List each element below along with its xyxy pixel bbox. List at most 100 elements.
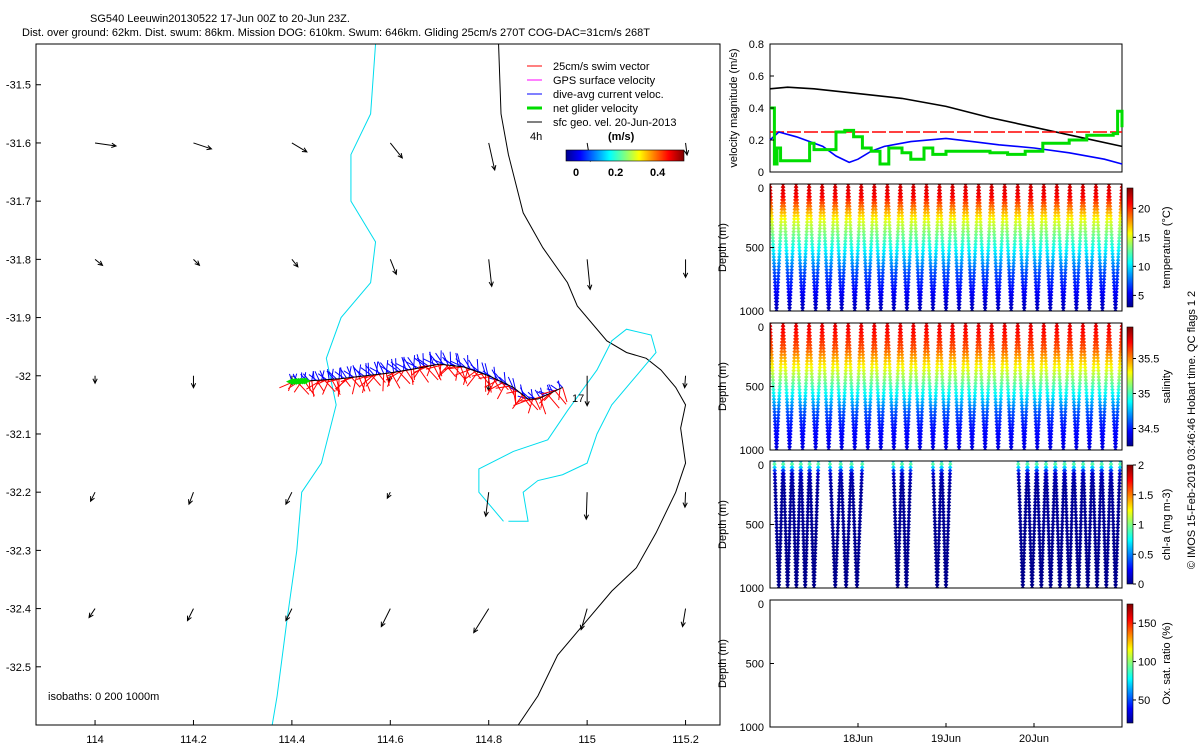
profile-sample: [1041, 323, 1047, 329]
profile-sample: [1022, 428, 1028, 434]
profile-sample: [955, 419, 960, 424]
profile-sample: [1025, 374, 1031, 380]
profile-sample: [1010, 283, 1015, 288]
profile-sample: [870, 349, 876, 354]
profile-sample: [1031, 232, 1036, 238]
salinity-colorbar: [1126, 326, 1134, 447]
profile-sample: [965, 368, 971, 373]
profile-sample: [877, 422, 882, 427]
profile-sample: [984, 270, 990, 276]
profile-sample: [1056, 223, 1062, 228]
profile-sample: [889, 415, 895, 421]
profile-sample: [855, 381, 861, 386]
profile-sample: [826, 299, 832, 304]
map-ytick-label: -32.3: [6, 545, 31, 557]
profile-sample: [1100, 292, 1106, 298]
profile-sample: [980, 406, 986, 411]
profile-sample: [1059, 276, 1064, 282]
profile-sample: [869, 362, 875, 367]
profile-sample: [1069, 223, 1075, 228]
profile-sample: [985, 393, 991, 399]
profile-sample: [837, 276, 843, 282]
profile-sample: [770, 368, 775, 373]
profile-sample: [1012, 377, 1018, 383]
profile-sample: [997, 412, 1003, 418]
profile-sample: [808, 352, 814, 358]
profile-sample: [887, 365, 892, 370]
profile-sample: [972, 257, 977, 263]
profile-sample: [797, 387, 802, 392]
profile-sample: [840, 428, 845, 434]
profile-sample: [840, 286, 846, 292]
profile-sample: [925, 355, 931, 361]
dac-vector: [416, 357, 429, 367]
profile-sample: [785, 280, 791, 285]
profile-sample: [928, 409, 934, 415]
profile-sample: [817, 374, 822, 380]
profile-sample: [997, 286, 1002, 292]
profile-sample: [1026, 229, 1031, 234]
profile-sample: [909, 346, 915, 351]
profile-sample: [996, 302, 1001, 307]
profile-sample: [939, 355, 944, 361]
profile-sample: [1019, 261, 1025, 266]
profile-sample: [1109, 232, 1114, 238]
profile-sample: [931, 431, 937, 437]
profile-sample: [795, 355, 801, 361]
profile-sample: [1029, 197, 1034, 203]
profile-sample: [973, 384, 978, 389]
profile-sample: [862, 387, 867, 392]
profile-sample: [1046, 283, 1052, 288]
profile-sample: [1043, 223, 1049, 228]
isobath-200m: [478, 328, 657, 522]
profile-sample: [912, 346, 917, 351]
profile-sample: [1065, 216, 1071, 222]
profile-sample: [863, 273, 869, 279]
profile-sample: [918, 299, 923, 304]
profile-sample: [788, 292, 793, 298]
profile-sample: [994, 283, 1000, 288]
profile-sample: [970, 438, 975, 443]
profile-sample: [960, 377, 965, 383]
colorbar-tick-label: 34.5: [1138, 424, 1159, 436]
profile-sample: [867, 400, 873, 405]
profile-sample: [820, 336, 826, 342]
swim-vector: [385, 370, 402, 381]
profile-sample: [824, 403, 829, 408]
profile-sample: [946, 261, 951, 266]
profile-sample: [867, 409, 872, 415]
geo-velocity-arrow: [88, 608, 96, 619]
profile-sample: [802, 406, 807, 411]
profile-sample: [775, 428, 780, 434]
profile-sample: [843, 368, 849, 373]
profile-sample: [796, 365, 801, 370]
profile-sample: [1026, 368, 1031, 373]
profile-sample: [924, 330, 930, 335]
profile-sample: [1087, 308, 1092, 311]
profile-sample: [1110, 257, 1116, 263]
profile-sample: [1019, 393, 1024, 399]
profile-sample: [1007, 273, 1012, 279]
profile-sample: [1043, 362, 1049, 367]
profile-sample: [1065, 213, 1071, 219]
profile-sample: [996, 299, 1001, 304]
profile-sample: [926, 368, 932, 373]
profile-sample: [1050, 261, 1056, 266]
profile-sample: [935, 349, 941, 354]
profile-sample: [1092, 207, 1097, 212]
dac-vector: [390, 361, 402, 372]
profile-sample: [921, 368, 927, 373]
profile-sample: [828, 270, 833, 276]
profile-sample: [771, 396, 777, 402]
profile-sample: [839, 302, 845, 307]
profile-sample: [837, 419, 843, 424]
profile-sample: [838, 283, 843, 288]
profile-sample: [870, 346, 876, 351]
profile-sample: [879, 299, 884, 304]
profile-sample: [873, 342, 878, 348]
profile-sample: [1009, 305, 1014, 311]
profile-sample: [854, 412, 859, 418]
profile-sample: [971, 267, 977, 272]
profile-sample: [827, 289, 832, 295]
profile-sample: [1100, 305, 1105, 311]
